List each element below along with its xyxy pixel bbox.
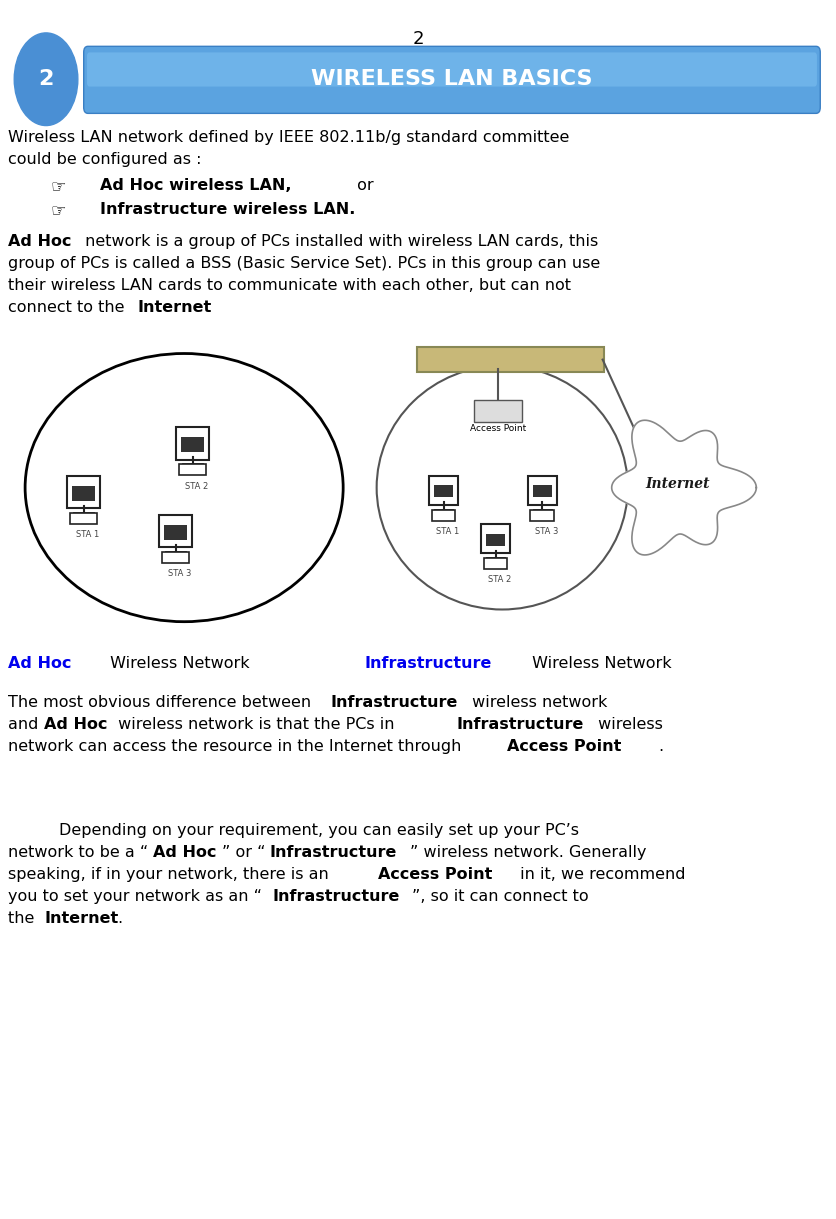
FancyBboxPatch shape [67,477,100,508]
FancyBboxPatch shape [176,428,209,460]
Text: WIRELESS LAN BASICS: WIRELESS LAN BASICS [311,69,592,89]
Text: .: . [206,300,211,315]
Text: Ad Hoc: Ad Hoc [8,656,72,670]
FancyBboxPatch shape [179,464,206,475]
Text: STA 3: STA 3 [168,569,191,578]
FancyBboxPatch shape [483,558,507,569]
FancyBboxPatch shape [181,438,204,452]
Text: you to set your network as an “: you to set your network as an “ [8,889,262,903]
Text: network to be a “: network to be a “ [8,845,149,859]
Text: Infrastructure: Infrastructure [456,717,583,731]
Text: could be configured as :: could be configured as : [8,152,201,167]
Text: Ad Hoc wireless LAN,: Ad Hoc wireless LAN, [100,178,292,193]
Text: STA 3: STA 3 [534,527,558,535]
Text: Infrastructure: Infrastructure [269,845,396,859]
Text: Infrastructure: Infrastructure [330,695,457,709]
FancyBboxPatch shape [481,524,509,553]
Text: speaking, if in your network, there is an: speaking, if in your network, there is a… [8,867,334,881]
FancyBboxPatch shape [528,475,556,505]
FancyBboxPatch shape [70,513,97,524]
FancyBboxPatch shape [87,52,816,87]
Text: Access Point: Access Point [378,867,492,881]
FancyBboxPatch shape [473,400,522,422]
Text: the: the [8,911,40,925]
FancyBboxPatch shape [434,485,452,497]
Text: network is a group of PCs installed with wireless LAN cards, this: network is a group of PCs installed with… [79,234,597,249]
Text: or: or [351,178,373,193]
Text: Wireless Network: Wireless Network [104,656,249,670]
FancyBboxPatch shape [164,524,187,540]
Text: Wireless LAN network defined by IEEE 802.11b/g standard committee: Wireless LAN network defined by IEEE 802… [8,130,569,145]
Text: connect to the: connect to the [8,300,130,315]
Text: network can access the resource in the Internet through: network can access the resource in the I… [8,739,466,753]
Text: The most obvious difference between: The most obvious difference between [8,695,316,709]
Text: and: and [8,717,43,731]
Text: STA 1: STA 1 [436,527,459,535]
Text: Wireless Network: Wireless Network [527,656,671,670]
Text: their wireless LAN cards to communicate with each other, but can not: their wireless LAN cards to communicate … [8,278,571,293]
Text: Internet: Internet [645,477,710,491]
Text: Infrastructure: Infrastructure [273,889,400,903]
Text: ”, so it can connect to: ”, so it can connect to [411,889,588,903]
Text: Depending on your requirement, you can easily set up your PC’s: Depending on your requirement, you can e… [59,823,578,837]
Circle shape [14,33,78,126]
FancyBboxPatch shape [84,46,819,113]
Text: Access Point: Access Point [507,739,621,753]
FancyBboxPatch shape [533,485,551,497]
Text: wireless network is that the PCs in: wireless network is that the PCs in [113,717,399,731]
Text: .: . [117,911,122,925]
Text: Infrastructure: Infrastructure [364,656,491,670]
Polygon shape [611,421,756,555]
Text: ☞: ☞ [50,178,66,196]
Text: Internet: Internet [137,300,212,315]
Text: Ad Hoc: Ad Hoc [153,845,217,859]
Text: ” wireless network. Generally: ” wireless network. Generally [410,845,646,859]
Text: STA 2: STA 2 [487,575,511,584]
FancyBboxPatch shape [431,510,455,521]
Text: STA 2: STA 2 [185,482,208,490]
Text: Ad Hoc: Ad Hoc [8,234,72,249]
Text: STA 1: STA 1 [76,530,99,539]
FancyBboxPatch shape [73,486,94,501]
Text: Access Point: Access Point [469,424,526,433]
FancyBboxPatch shape [530,510,553,521]
Text: wireless network: wireless network [466,695,607,709]
Text: 2: 2 [412,30,424,49]
Text: .: . [657,739,662,753]
FancyBboxPatch shape [416,347,604,372]
FancyBboxPatch shape [429,475,457,505]
Text: in it, we recommend: in it, we recommend [514,867,685,881]
Text: group of PCs is called a BSS (Basic Service Set). PCs in this group can use: group of PCs is called a BSS (Basic Serv… [8,256,600,271]
Text: Infrastructure wireless LAN.: Infrastructure wireless LAN. [100,202,355,217]
FancyBboxPatch shape [486,534,504,546]
FancyBboxPatch shape [159,516,191,547]
Text: wireless: wireless [592,717,661,731]
Text: Ad Hoc: Ad Hoc [44,717,108,731]
Text: Internet: Internet [44,911,119,925]
FancyBboxPatch shape [162,552,189,563]
Text: 2: 2 [38,69,54,89]
Text: ” or “: ” or “ [222,845,265,859]
Text: ☞: ☞ [50,202,66,221]
